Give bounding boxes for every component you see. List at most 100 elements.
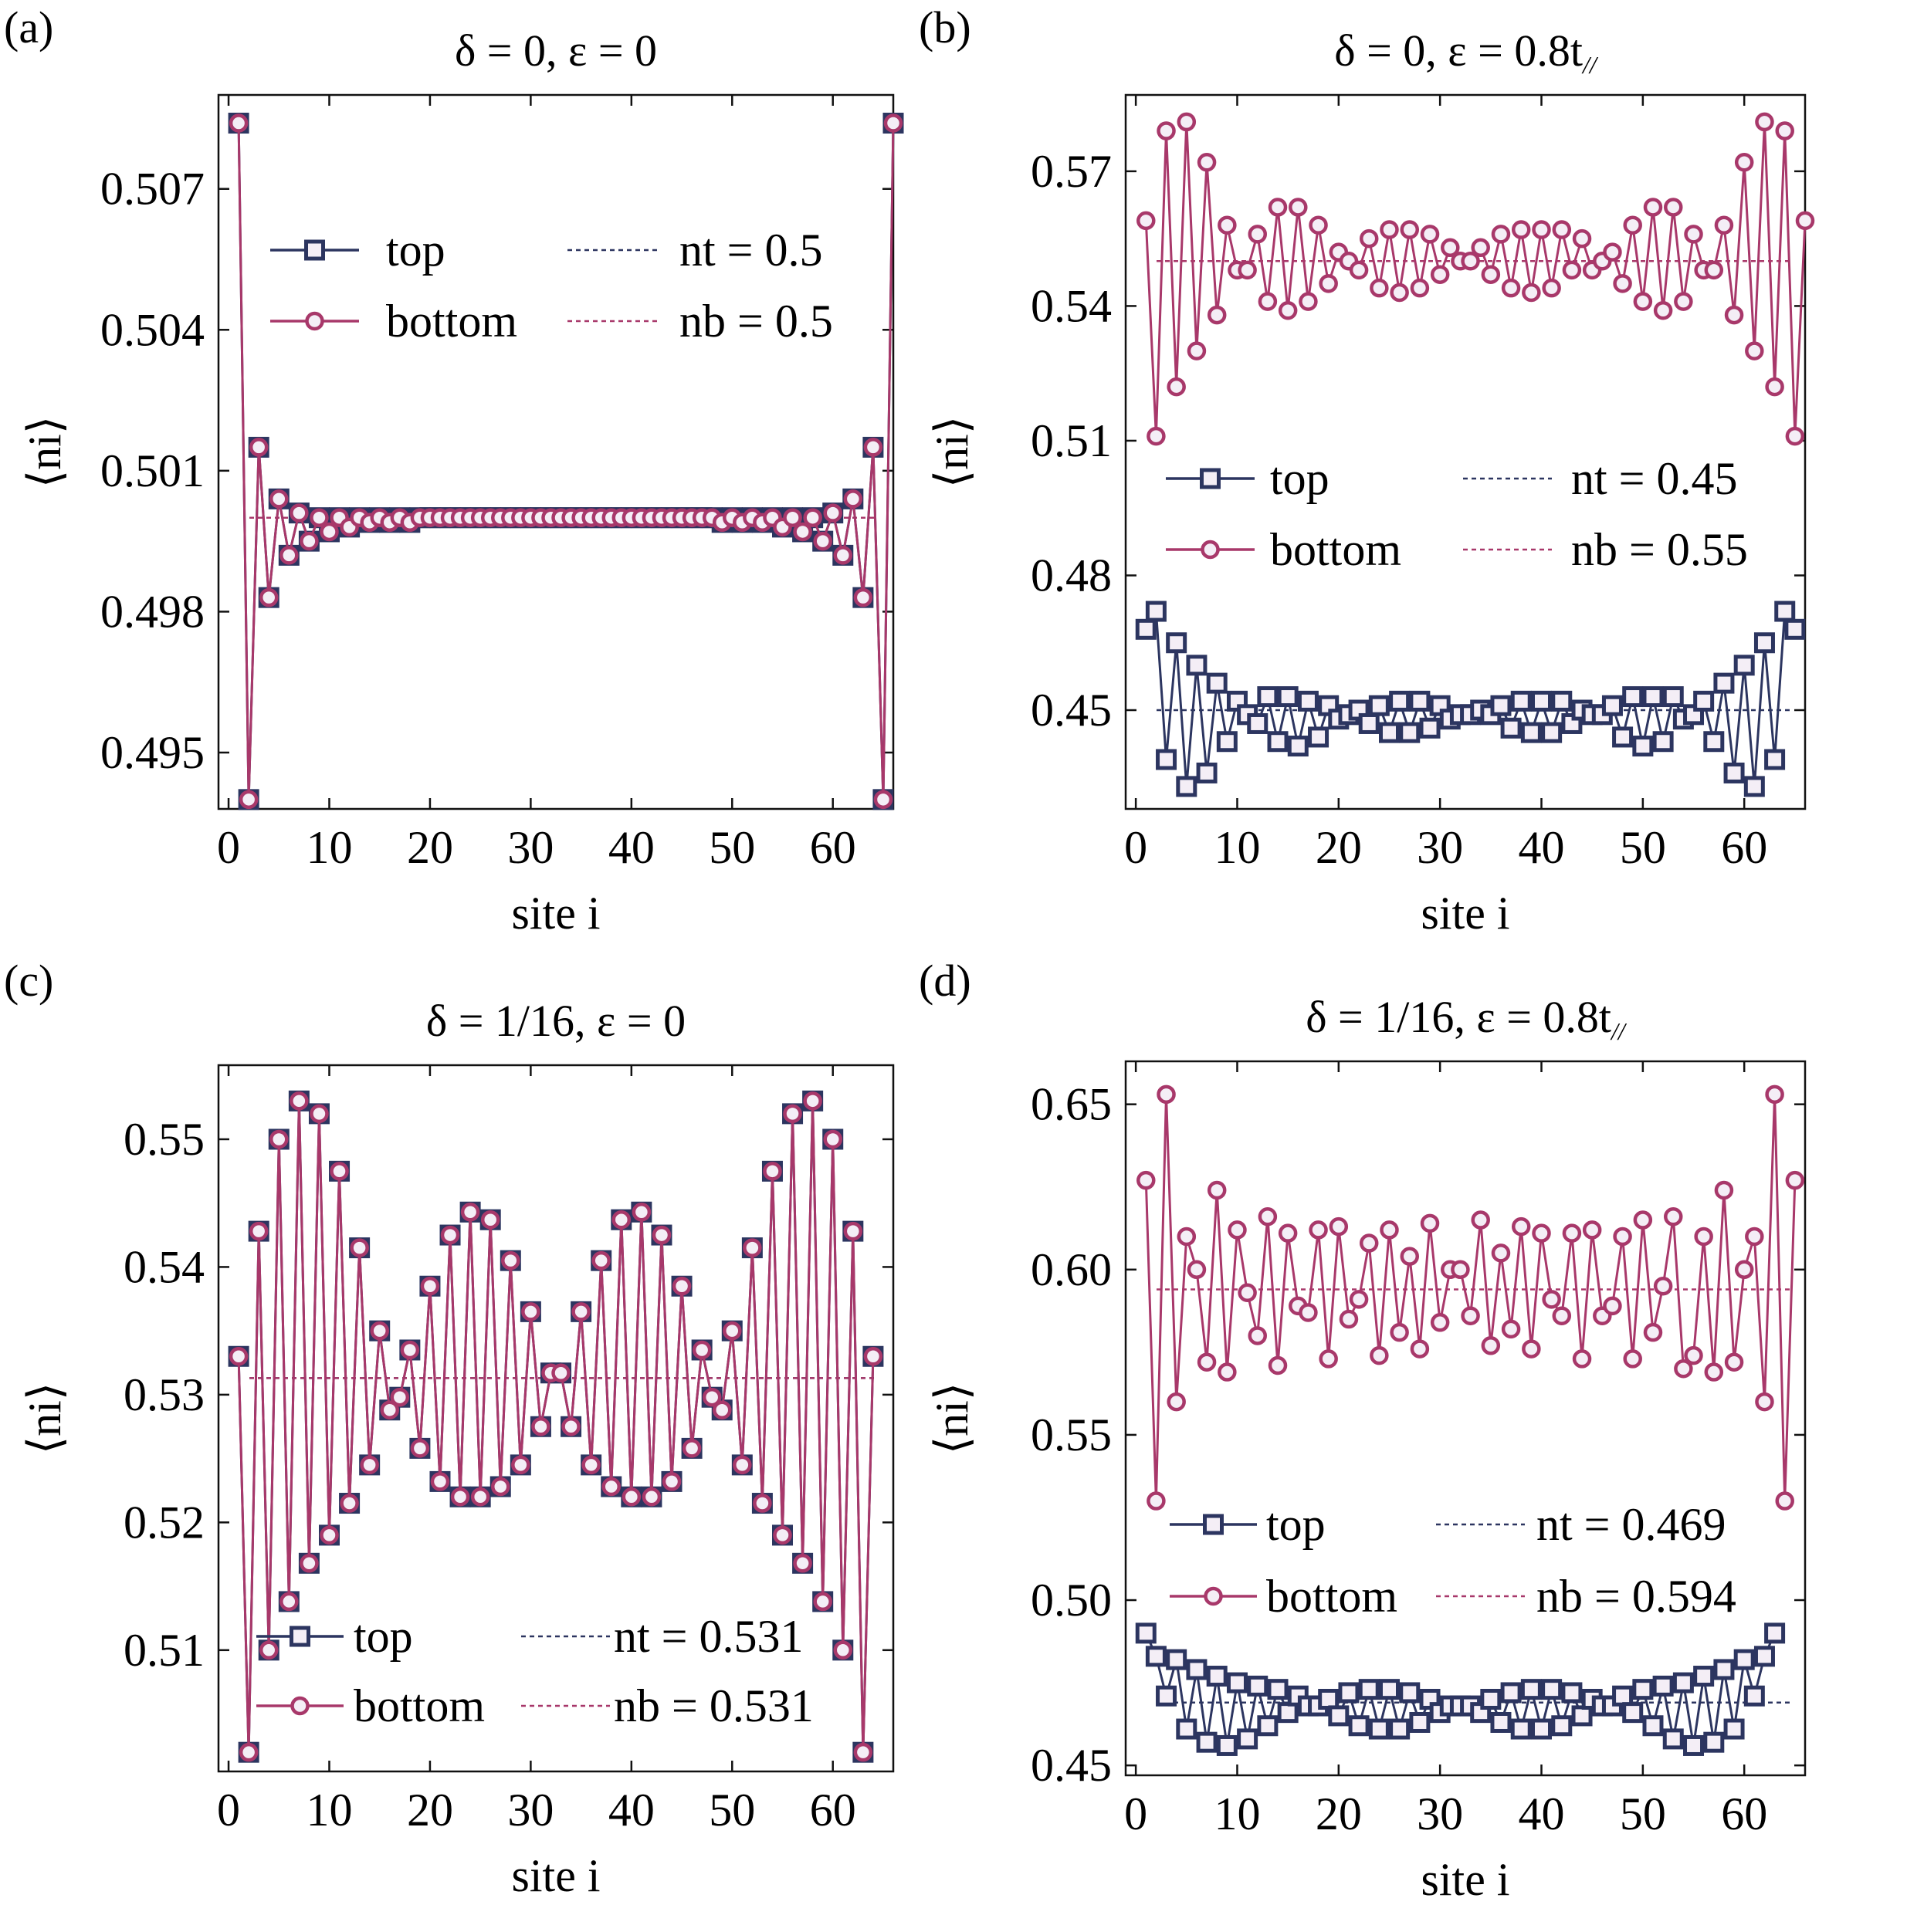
data-point-bottom	[531, 1417, 550, 1436]
data-point-bottom	[1633, 292, 1653, 311]
y-tick-label: 0.60	[1031, 1244, 1112, 1295]
panel-a: (a) δ = 0, ε = 0 0 10 20 30 40 50 60 0.495 0.498 0.…	[4, 2, 904, 939]
data-point-top	[1247, 1675, 1269, 1697]
data-point-bottom	[1319, 1349, 1338, 1369]
data-point-bottom	[833, 546, 853, 565]
data-point-top	[1338, 1682, 1360, 1704]
data-point-top	[1520, 1679, 1542, 1700]
data-point-top	[1166, 1649, 1187, 1670]
data-point-bottom	[1542, 278, 1561, 298]
data-point-bottom	[1451, 1260, 1470, 1280]
data-point-bottom	[1167, 377, 1186, 397]
data-point-bottom	[1643, 1322, 1663, 1342]
legend-marker-bottom	[305, 311, 324, 331]
data-point-bottom	[1704, 260, 1724, 280]
data-point-bottom	[1248, 225, 1267, 244]
data-point-top	[1551, 1715, 1573, 1737]
data-point-bottom	[290, 503, 309, 523]
data-point-top	[1358, 712, 1380, 734]
data-point-bottom	[1562, 1223, 1582, 1243]
legend-label-top: top	[1270, 453, 1329, 504]
data-point-bottom	[1197, 153, 1217, 172]
x-tick-label: 60	[1721, 822, 1767, 873]
legend-label-bottom: bottom	[1270, 524, 1401, 575]
data-point-bottom	[1400, 220, 1420, 239]
x-tick-label: 30	[507, 822, 554, 873]
x-tick-label: 50	[1620, 822, 1666, 873]
data-point-top	[1409, 1711, 1431, 1733]
x-tick-label: 0	[1124, 1788, 1147, 1839]
legend-label-bottom: bottom	[386, 296, 517, 347]
data-point-top	[1622, 686, 1644, 708]
x-tick-label: 20	[407, 1785, 453, 1836]
data-point-bottom	[1633, 1210, 1653, 1230]
data-point-bottom	[380, 1400, 400, 1419]
data-point-bottom	[1734, 1260, 1754, 1280]
data-point-top	[1378, 1679, 1400, 1700]
chart-title-main: δ = 0, ε = 0	[455, 25, 657, 76]
data-point-bottom	[1410, 278, 1430, 298]
data-point-bottom	[1775, 1491, 1794, 1511]
data-point-top	[1713, 672, 1735, 694]
data-point-top	[1480, 1689, 1502, 1710]
y-tick-label: 0.48	[1031, 550, 1112, 601]
data-point-bottom	[1218, 1362, 1237, 1382]
data-point-bottom	[1187, 1260, 1207, 1280]
data-point-bottom	[1278, 300, 1298, 320]
data-point-bottom	[1491, 225, 1511, 244]
data-point-bottom	[1704, 1362, 1724, 1382]
data-point-top	[1703, 1731, 1725, 1753]
data-point-bottom	[833, 1640, 853, 1660]
data-point-bottom	[501, 1250, 520, 1271]
data-point-top	[1642, 1715, 1664, 1737]
x-tick-label: 30	[507, 1785, 554, 1836]
legend-label-top: top	[386, 225, 445, 276]
data-point-bottom	[753, 1494, 772, 1513]
legend-density-bottom: nb = 0.531	[614, 1680, 814, 1731]
panel-label: (b)	[919, 2, 971, 52]
data-point-top	[1531, 1718, 1553, 1740]
data-point-top	[1723, 762, 1745, 783]
data-point-bottom	[622, 1487, 642, 1507]
data-point-top	[1632, 736, 1654, 757]
data-point-bottom	[1795, 211, 1815, 231]
data-point-bottom	[1359, 1233, 1379, 1253]
x-tick-label: 40	[1519, 1788, 1565, 1839]
data-point-bottom	[863, 1347, 883, 1366]
data-point-top	[1764, 749, 1786, 770]
data-point-top	[1308, 726, 1329, 748]
data-point-bottom	[1765, 1084, 1784, 1105]
data-point-bottom	[1441, 238, 1460, 258]
data-point-bottom	[340, 1494, 359, 1513]
legend-density-bottom: nb = 0.5	[679, 296, 833, 347]
legend-label-top: top	[354, 1611, 413, 1662]
data-point-bottom	[370, 1321, 389, 1341]
legend-marker-top	[304, 239, 325, 261]
data-point-bottom	[1603, 242, 1622, 262]
data-point-bottom	[1674, 1359, 1693, 1379]
data-point-bottom	[1653, 1276, 1673, 1296]
data-point-bottom	[1501, 1319, 1521, 1339]
data-point-top	[1733, 1649, 1755, 1670]
legend-marker-bottom	[1204, 1586, 1223, 1606]
data-point-top	[1652, 731, 1674, 753]
data-point-bottom	[601, 1477, 621, 1497]
x-tick-label: 10	[306, 1785, 352, 1836]
data-point-bottom	[873, 790, 893, 810]
x-tick-label: 10	[306, 822, 352, 873]
data-point-bottom	[1207, 305, 1227, 325]
data-point-bottom	[1390, 283, 1409, 303]
data-point-bottom	[803, 1091, 822, 1111]
data-point-top	[1764, 1622, 1786, 1644]
data-point-top	[1753, 632, 1775, 654]
data-point-bottom	[521, 1302, 540, 1321]
data-point-top	[1358, 1679, 1380, 1700]
data-point-bottom	[1167, 1392, 1186, 1412]
data-point-bottom	[290, 1091, 309, 1111]
data-point-bottom	[1187, 341, 1207, 360]
data-point-bottom	[1329, 1216, 1349, 1237]
data-point-top	[1693, 1666, 1715, 1687]
data-point-bottom	[1734, 153, 1754, 172]
data-point-bottom	[1613, 274, 1632, 293]
